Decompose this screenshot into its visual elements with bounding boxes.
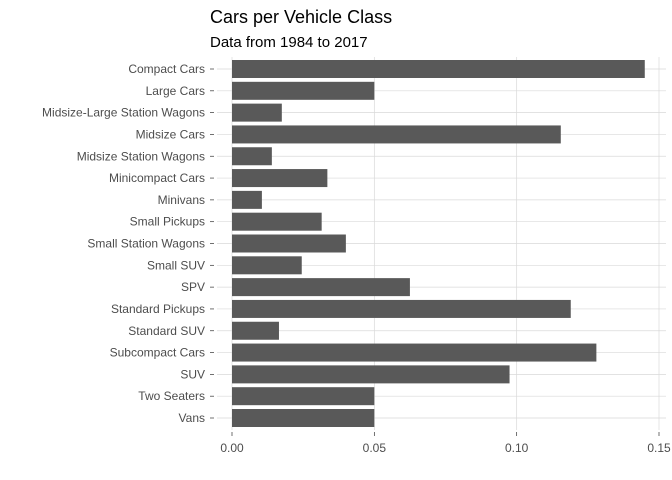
x-tick-label: 0.15 (647, 441, 671, 455)
bar (232, 278, 410, 297)
bar (232, 103, 282, 122)
y-tick-label: Subcompact Cars (110, 346, 205, 360)
bar (232, 365, 510, 384)
y-tick-label: Large Cars (146, 84, 205, 98)
bar (232, 169, 328, 188)
bar (232, 299, 571, 318)
x-tick-label: 0.05 (363, 441, 387, 455)
x-axis: 0.00 0.05 0.10 0.15 (220, 432, 671, 455)
bar (232, 190, 262, 209)
bar (232, 321, 279, 340)
y-tick-label: Midsize Station Wagons (77, 149, 205, 163)
bar (232, 409, 375, 427)
y-tick-label: Minivans (158, 193, 205, 207)
y-tick-label: Minicompact Cars (109, 171, 205, 185)
y-tick-label: SPV (181, 280, 205, 294)
bar (232, 234, 346, 253)
y-tick-label: Standard Pickups (111, 302, 205, 316)
y-tick-label: Vans (179, 411, 205, 425)
y-tick-label: Compact Cars (128, 62, 205, 76)
bar (232, 343, 597, 362)
x-tick-label: 0.00 (220, 441, 244, 455)
bar (232, 256, 302, 275)
y-tick-label: Small Station Wagons (87, 237, 205, 251)
bar (232, 60, 645, 78)
y-tick-label: Two Seaters (138, 389, 205, 403)
chart-title: Cars per Vehicle Class (210, 7, 392, 27)
y-tick-label: Midsize-Large Station Wagons (42, 106, 205, 120)
y-tick-label: Small Pickups (130, 215, 205, 229)
bar (232, 212, 322, 231)
y-tick-label: Small SUV (147, 258, 205, 272)
bar (232, 147, 272, 166)
y-axis: Compact Cars Large Cars Midsize-Large Stat… (42, 62, 214, 425)
bar (232, 387, 375, 406)
bar (232, 125, 561, 144)
y-tick-label: SUV (180, 367, 205, 381)
chart-subtitle: Data from 1984 to 2017 (210, 34, 368, 51)
y-tick-label: Standard SUV (128, 324, 205, 338)
y-tick-label: Midsize Cars (136, 127, 205, 141)
bar (232, 81, 375, 100)
x-tick-label: 0.10 (505, 441, 529, 455)
bars (232, 60, 645, 427)
